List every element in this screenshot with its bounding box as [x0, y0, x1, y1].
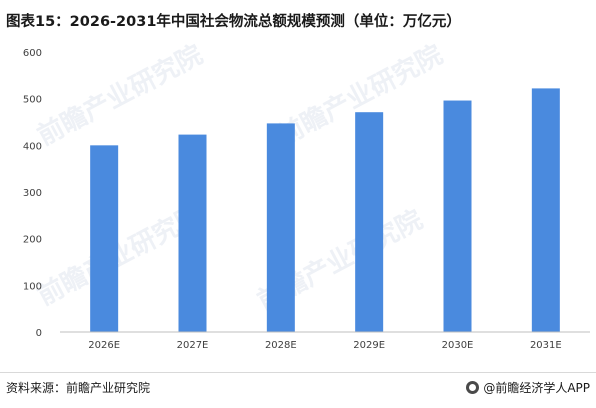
bar-chart: 0 100 200 300 400 500 600 2026E 2027E 2028E 2029E… [23, 48, 590, 351]
bar-2030E [443, 100, 472, 333]
bar-2029E [355, 112, 384, 332]
y-tick-label: 0 [36, 328, 42, 339]
bar-2026E [90, 145, 119, 332]
y-tick-label: 400 [23, 141, 42, 152]
chart-title: 图表15：2026-2031年中国社会物流总额规模预测（单位：万亿元） [6, 14, 461, 30]
bar-2027E [178, 134, 207, 332]
x-axis: 2026E 2027E 2028E 2029E 2030E 2031E [88, 340, 561, 351]
logo-icon [466, 381, 480, 394]
x-tick-label: 2029E [353, 340, 385, 351]
footer-divider [0, 372, 596, 373]
y-tick-label: 300 [23, 188, 42, 199]
x-tick-label: 2030E [442, 340, 474, 351]
x-tick-label: 2028E [265, 340, 297, 351]
y-tick-label: 500 [23, 95, 42, 106]
x-tick-label: 2027E [177, 340, 209, 351]
source-note: 资料来源：前瞻产业研究院 [6, 381, 151, 395]
credit-text: @前瞻经济学人APP [483, 381, 590, 395]
credit: @前瞻经济学人APP [466, 379, 590, 396]
y-tick-label: 600 [23, 48, 42, 59]
x-tick-label: 2031E [530, 340, 562, 351]
y-axis: 0 100 200 300 400 500 600 [23, 48, 42, 339]
bar-series [90, 88, 560, 333]
bar-2031E [531, 88, 560, 333]
y-tick-label: 200 [23, 235, 42, 246]
x-tick-label: 2026E [88, 340, 120, 351]
bar-2028E [266, 123, 295, 333]
y-tick-label: 100 [23, 281, 42, 292]
